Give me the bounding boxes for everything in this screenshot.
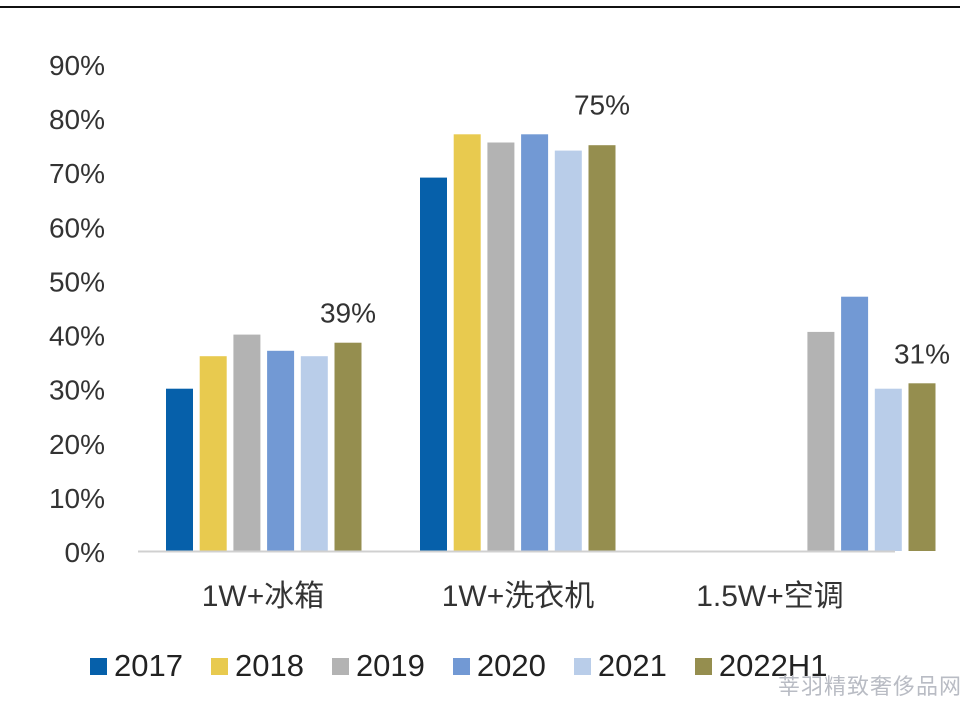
legend-item: 2022H1: [694, 648, 828, 684]
x-category-label: 1W+冰箱: [202, 580, 325, 613]
y-tick-label: 0%: [65, 537, 105, 568]
bar-2021-2: [874, 388, 902, 551]
data-label: 75%: [574, 89, 630, 120]
data-label: 39%: [320, 298, 376, 329]
bar-2021-0: [300, 356, 328, 551]
y-tick-label: 30%: [49, 375, 105, 406]
legend-label: 2021: [597, 648, 667, 683]
legend: 2017 2018 2019 2020 2021 2022H1: [90, 648, 855, 684]
bar-2020-1: [521, 134, 549, 552]
top-rule: [0, 6, 960, 8]
legend-swatch: [573, 657, 591, 675]
legend-swatch: [452, 657, 470, 675]
y-tick-label: 10%: [49, 483, 105, 514]
bar-2017-0: [166, 388, 193, 551]
y-tick-label: 40%: [49, 321, 105, 352]
y-tick-label: 80%: [49, 104, 105, 135]
y-tick-label: 60%: [49, 212, 105, 243]
bar-2018-0: [199, 356, 227, 551]
legend-swatch: [331, 657, 349, 675]
bar-2022H1-2: [908, 383, 936, 551]
legend-label: 2022H1: [718, 648, 828, 683]
legend-item: 2019: [331, 648, 425, 684]
legend-item: 2017: [90, 648, 183, 684]
legend-item: 2020: [452, 648, 546, 684]
bar-2017-1: [420, 177, 447, 551]
bar-2019-2: [807, 331, 835, 551]
bar-2020-2: [841, 296, 869, 551]
y-tick-label: 20%: [49, 429, 105, 460]
legend-swatch: [90, 657, 107, 675]
y-tick-label: 70%: [49, 158, 105, 189]
legend-label: 2018: [234, 648, 304, 683]
legend-label: 2020: [476, 648, 546, 683]
bar-2020-0: [267, 350, 295, 551]
legend-label: 2019: [355, 648, 425, 683]
x-category-label: 1W+洗衣机: [442, 580, 595, 613]
y-tick-label: 50%: [49, 266, 105, 297]
bar-2019-0: [233, 334, 261, 551]
legend-item: 2018: [210, 648, 304, 684]
bar-2022H1-1: [588, 145, 616, 551]
legend-swatch: [210, 657, 228, 675]
data-label: 31%: [894, 338, 950, 369]
bar-2022H1-0: [334, 342, 362, 551]
legend-item: 2021: [573, 648, 667, 684]
bar-2019-1: [487, 142, 515, 551]
bar-2018-1: [453, 134, 481, 552]
legend-label: 2017: [114, 648, 183, 683]
watermark-text: 莘羽精致奢侈品网: [777, 675, 962, 700]
y-tick-label: 90%: [49, 50, 105, 81]
legend-swatch: [694, 657, 712, 675]
bar-2021-1: [554, 150, 582, 551]
x-category-label: 1.5W+空调: [696, 580, 844, 613]
